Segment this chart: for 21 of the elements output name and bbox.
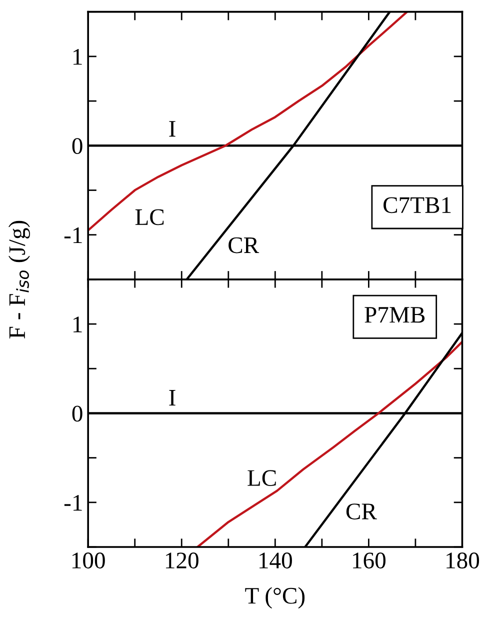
y-tick-label: 0: [72, 138, 82, 154]
x-tick-label: 180: [446, 552, 480, 568]
x-tick-label: 160: [353, 552, 386, 568]
x-tick-label: 100: [72, 552, 105, 568]
series-label: CR: [346, 504, 377, 520]
series-label: I: [169, 121, 176, 137]
series-label: I: [169, 390, 176, 406]
y-tick-label: 1: [74, 49, 82, 65]
y-tick-label: 0: [72, 406, 82, 422]
text: C7TB1: [384, 197, 451, 214]
text: P7MB: [364, 307, 425, 323]
y-tick-label: 1: [74, 316, 82, 332]
y-axis-title: F - F$_{iso}$ (J/g): [8, 220, 30, 338]
y-tick-label: -1: [64, 495, 82, 511]
series-label: CR: [228, 237, 260, 254]
x-tick-label: 120: [166, 552, 198, 568]
series-label: LC: [248, 470, 276, 486]
y-tick-label: -1: [64, 227, 82, 244]
series-label: LC: [135, 209, 164, 226]
x-axis-title: T (°C): [245, 587, 305, 609]
x-tick-label: 140: [260, 552, 292, 568]
